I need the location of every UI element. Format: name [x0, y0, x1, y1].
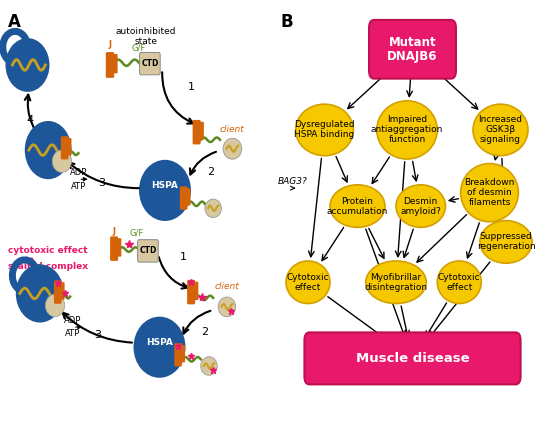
Text: ADP: ADP: [70, 168, 87, 177]
Text: CTD: CTD: [139, 246, 157, 255]
FancyBboxPatch shape: [369, 20, 456, 79]
FancyBboxPatch shape: [305, 332, 521, 384]
Ellipse shape: [52, 150, 72, 172]
Text: 3: 3: [94, 330, 101, 340]
Ellipse shape: [437, 261, 481, 304]
FancyBboxPatch shape: [192, 282, 199, 300]
Text: BAG3?: BAG3?: [278, 177, 307, 186]
Text: G/F: G/F: [129, 228, 144, 237]
Text: 1: 1: [179, 252, 186, 262]
Text: ATP: ATP: [71, 182, 86, 191]
Ellipse shape: [366, 261, 426, 304]
Ellipse shape: [45, 294, 65, 317]
Text: autoinhibited
state: autoinhibited state: [116, 27, 176, 46]
Ellipse shape: [223, 138, 242, 159]
Text: Desmin
amyloid?: Desmin amyloid?: [400, 197, 441, 215]
FancyBboxPatch shape: [138, 240, 158, 262]
Ellipse shape: [6, 38, 50, 92]
Text: HSPA: HSPA: [146, 338, 173, 347]
Ellipse shape: [396, 185, 446, 227]
Text: Suppressed
regeneration: Suppressed regeneration: [477, 233, 535, 251]
FancyBboxPatch shape: [180, 186, 188, 210]
Text: 2: 2: [201, 327, 208, 337]
Text: Impaired
antiaggregation
function: Impaired antiaggregation function: [371, 116, 443, 144]
Ellipse shape: [139, 160, 191, 221]
Ellipse shape: [218, 297, 236, 317]
FancyBboxPatch shape: [115, 238, 122, 257]
Ellipse shape: [286, 261, 330, 304]
FancyBboxPatch shape: [54, 280, 62, 304]
Text: HSPA: HSPA: [152, 181, 178, 190]
Text: ADP: ADP: [64, 315, 81, 324]
Text: client: client: [220, 125, 245, 134]
Text: client: client: [214, 282, 239, 291]
Text: cytotoxic effect: cytotoxic effect: [8, 246, 88, 255]
FancyBboxPatch shape: [60, 136, 68, 159]
Text: Myofibrillar
disintegration: Myofibrillar disintegration: [365, 273, 427, 292]
Text: Muscle disease: Muscle disease: [356, 352, 469, 365]
FancyBboxPatch shape: [111, 54, 118, 73]
Text: J: J: [108, 40, 112, 49]
FancyBboxPatch shape: [65, 138, 72, 155]
Text: A: A: [8, 13, 21, 31]
Text: 2: 2: [207, 167, 214, 177]
Text: Protein
accumulation: Protein accumulation: [327, 197, 388, 215]
Text: 4: 4: [27, 115, 34, 125]
Ellipse shape: [377, 101, 437, 159]
Text: B: B: [280, 13, 293, 31]
Text: G/F: G/F: [132, 43, 146, 52]
Text: Increased
GSK3β
signaling: Increased GSK3β signaling: [478, 116, 522, 144]
FancyBboxPatch shape: [106, 52, 114, 78]
FancyBboxPatch shape: [58, 282, 65, 300]
Text: ATP: ATP: [65, 329, 80, 338]
Text: CTD: CTD: [141, 59, 158, 68]
Text: Breakdown
of desmin
filaments: Breakdown of desmin filaments: [464, 178, 515, 207]
Ellipse shape: [16, 264, 64, 323]
FancyBboxPatch shape: [179, 345, 185, 362]
Text: Mutant
DNAJB6: Mutant DNAJB6: [387, 35, 438, 63]
FancyBboxPatch shape: [187, 280, 195, 304]
Text: Cytotoxic
effect: Cytotoxic effect: [438, 273, 481, 292]
Text: 1: 1: [188, 82, 195, 91]
Ellipse shape: [205, 199, 221, 218]
Text: stalled complex: stalled complex: [8, 262, 88, 271]
Ellipse shape: [480, 220, 532, 263]
FancyBboxPatch shape: [140, 52, 160, 75]
FancyBboxPatch shape: [192, 120, 201, 144]
FancyBboxPatch shape: [185, 188, 191, 206]
Ellipse shape: [330, 185, 385, 227]
Ellipse shape: [134, 317, 185, 378]
Text: Dysregulated
HSPA binding: Dysregulated HSPA binding: [294, 121, 355, 139]
Ellipse shape: [473, 104, 528, 155]
Ellipse shape: [201, 357, 217, 375]
FancyBboxPatch shape: [110, 237, 118, 261]
Ellipse shape: [296, 104, 353, 155]
Ellipse shape: [461, 164, 518, 222]
Text: Cytotoxic
effect: Cytotoxic effect: [287, 273, 329, 292]
Text: J: J: [113, 227, 116, 236]
Ellipse shape: [25, 121, 72, 179]
FancyBboxPatch shape: [174, 343, 182, 366]
Text: 3: 3: [98, 178, 105, 188]
FancyBboxPatch shape: [197, 122, 204, 140]
